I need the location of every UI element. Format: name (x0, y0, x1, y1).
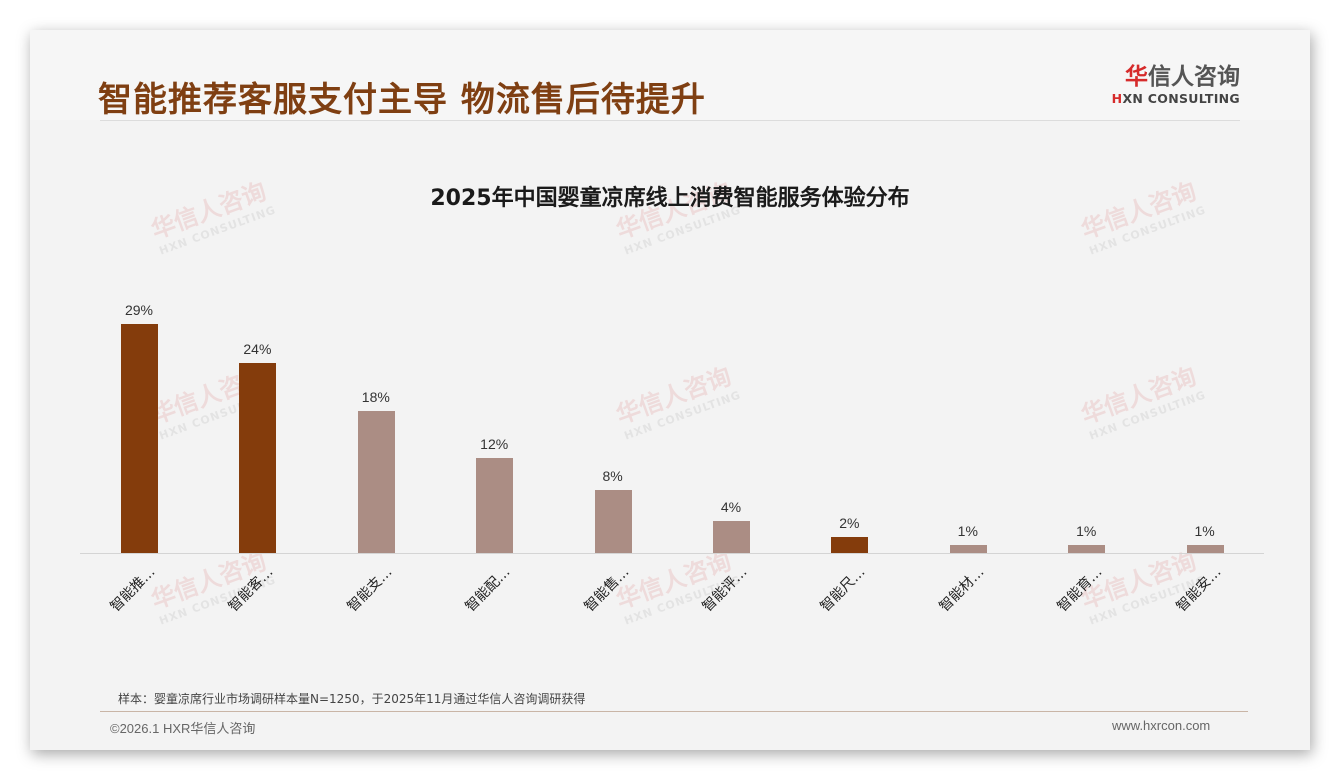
bar-value-label: 1% (957, 523, 978, 540)
title-divider (100, 120, 1240, 121)
bar-group: 2% (790, 513, 908, 553)
bar-group: 1% (909, 521, 1027, 553)
bar[interactable] (831, 537, 869, 553)
bar[interactable] (594, 489, 632, 553)
bar-group: 8% (554, 466, 672, 553)
footer-divider (100, 711, 1248, 712)
x-tick-label: 智能支… (344, 564, 396, 616)
logo-en-rest: XN CONSULTING (1122, 91, 1240, 106)
bar-group: 24% (198, 339, 316, 553)
logo-cn-highlight: 华 (1125, 64, 1148, 90)
company-logo: 华信人咨询 HXN CONSULTING (1110, 64, 1240, 106)
bar-chart-plot: 29% 24% 18% 12% 8% 4% 2% 1% 1% 1% (80, 230, 1264, 554)
bar-value-label: 18% (361, 388, 390, 405)
bar-group: 12% (435, 434, 553, 553)
bar-value-label: 24% (243, 341, 272, 358)
x-tick-label: 智能材… (936, 564, 988, 616)
x-tick-label: 智能客… (225, 564, 277, 616)
bar-value-label: 8% (602, 467, 623, 484)
header-band (30, 30, 1310, 120)
bar[interactable] (121, 323, 158, 553)
bar-group: 29% (80, 300, 198, 553)
logo-cn-rest: 信人咨询 (1148, 64, 1240, 90)
chart-title: 2025年中国婴童凉席线上消费智能服务体验分布 (430, 186, 910, 211)
website-link[interactable]: www.hxrcon.com (1112, 718, 1211, 733)
logo-english: HXN CONSULTING (1110, 91, 1240, 106)
x-tick-label: 智能安… (1173, 564, 1225, 616)
x-tick-label: 智能尺… (817, 564, 869, 616)
slide: 华信人咨询 HXN CONSULTING 华信人咨询 HXN CONSULTING 华信… (30, 30, 1310, 750)
bar-group: 18% (317, 387, 435, 553)
x-tick-label: 智能育… (1054, 564, 1106, 616)
bar-group: 1% (1146, 521, 1264, 553)
bar-group: 1% (1027, 521, 1145, 553)
x-tick-label: 智能推… (107, 564, 159, 616)
sample-note: 样本：婴童凉席行业市场调研样本量N=1250，于2025年11月通过华信人咨询调… (118, 692, 586, 706)
bar[interactable] (1068, 545, 1106, 553)
bar-value-label: 12% (480, 436, 509, 453)
logo-chinese: 华信人咨询 (1110, 64, 1240, 90)
bar-group: 4% (672, 497, 790, 553)
bar[interactable] (357, 410, 395, 553)
bar[interactable] (476, 458, 514, 553)
copyright: ©2026.1 HXR华信人咨询 (110, 721, 256, 736)
bar-value-label: 1% (1194, 523, 1215, 540)
page-title: 智能推荐客服支付主导 物流售后待提升 (98, 80, 706, 120)
bar-value-label: 1% (1076, 523, 1097, 540)
bar-value-label: 29% (124, 301, 154, 318)
bar[interactable] (1186, 545, 1224, 553)
x-tick-label: 智能配… (462, 564, 514, 616)
bar-value-label: 4% (720, 499, 742, 516)
x-tick-label: 智能评… (699, 564, 751, 616)
bar[interactable] (239, 363, 277, 553)
bar[interactable] (713, 521, 750, 553)
bar[interactable] (949, 545, 987, 553)
bar-value-label: 2% (839, 515, 860, 532)
logo-en-highlight: H (1111, 91, 1123, 106)
x-tick-label: 智能售… (581, 564, 633, 616)
x-axis-line (80, 553, 1264, 554)
